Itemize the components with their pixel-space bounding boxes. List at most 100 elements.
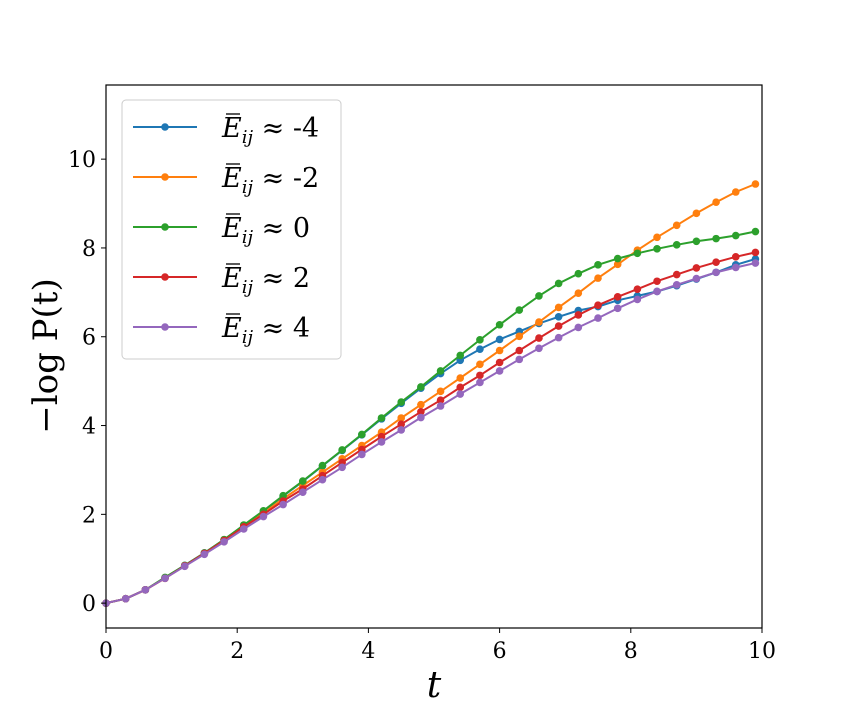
legend-marker <box>161 223 169 231</box>
data-point <box>554 303 563 312</box>
legend-label: Eij ≈ 2 <box>221 263 310 298</box>
data-point <box>495 346 504 355</box>
y-tick-label: 4 <box>82 415 96 440</box>
data-point <box>692 274 701 283</box>
plot-area <box>102 180 760 607</box>
data-point <box>239 525 248 533</box>
x-tick-label: 10 <box>748 639 776 664</box>
data-point <box>731 231 740 240</box>
data-point <box>712 268 720 277</box>
legend-label: Eij ≈ 4 <box>221 313 310 348</box>
data-point <box>338 446 346 454</box>
data-point <box>535 344 543 353</box>
data-point <box>358 430 366 439</box>
series-line <box>105 262 756 605</box>
data-point <box>515 355 524 364</box>
x-axis-label: t <box>427 665 442 706</box>
data-point <box>436 387 445 396</box>
data-point <box>338 463 346 472</box>
data-point <box>417 383 425 391</box>
data-point <box>653 287 661 296</box>
data-point <box>613 304 622 313</box>
legend-frame <box>121 99 342 360</box>
legend-entry: Eij ≈ -4 <box>133 113 319 148</box>
data-point <box>613 260 622 269</box>
series-4 <box>102 259 760 607</box>
data-point <box>495 358 504 367</box>
legend-label: Eij ≈ -2 <box>221 163 319 198</box>
legend-entry: Eij ≈ -2 <box>133 163 319 198</box>
data-point <box>692 237 701 246</box>
data-point <box>712 234 720 243</box>
data-point <box>161 574 169 583</box>
legend: Eij ≈ -4 Eij ≈ -2 Eij ≈ 0 Eij ≈ 2 Eij ≈ 4 <box>121 99 342 360</box>
data-point <box>318 475 327 484</box>
data-point <box>417 400 425 409</box>
data-point <box>397 426 406 434</box>
x-tick-label: 0 <box>99 639 113 664</box>
data-point <box>200 550 209 559</box>
data-point <box>653 245 661 253</box>
data-point <box>377 414 386 422</box>
axes-frame <box>105 84 763 629</box>
y-tick-label: 10 <box>68 148 96 173</box>
data-point <box>456 383 465 392</box>
legend-marker <box>161 323 169 331</box>
data-point <box>515 306 524 314</box>
x-tick-label: 6 <box>493 639 507 664</box>
data-point <box>692 264 701 272</box>
data-point <box>436 402 445 410</box>
data-point <box>476 378 484 387</box>
data-point <box>358 450 366 459</box>
data-point <box>436 396 445 405</box>
y-tick-label: 0 <box>82 592 96 617</box>
data-point <box>613 254 622 263</box>
data-point <box>672 241 681 249</box>
data-point <box>574 289 583 298</box>
y-axis-label: −log P(t) <box>26 278 66 433</box>
data-point <box>535 334 543 342</box>
legend-marker <box>161 273 169 281</box>
data-point <box>633 249 642 258</box>
y-tick-label: 6 <box>82 326 96 351</box>
data-point <box>456 351 465 360</box>
data-point <box>180 562 189 571</box>
data-point <box>712 258 720 266</box>
data-point <box>456 390 465 398</box>
data-point <box>653 233 661 242</box>
data-point <box>121 594 130 603</box>
data-point <box>574 311 583 319</box>
legend-entry: Eij ≈ 2 <box>133 263 310 298</box>
data-point <box>751 227 760 236</box>
data-point <box>495 367 504 375</box>
data-point <box>731 263 740 272</box>
data-point <box>594 261 602 269</box>
y-tick-label: 8 <box>82 237 96 262</box>
data-point <box>731 253 740 261</box>
data-point <box>377 432 386 441</box>
data-point <box>535 292 543 300</box>
legend-entry: Eij ≈ 0 <box>133 213 310 248</box>
data-point <box>397 420 406 429</box>
data-point <box>456 374 465 382</box>
data-point <box>220 538 228 546</box>
y-tick-label: 2 <box>82 503 96 528</box>
data-point <box>495 335 504 344</box>
data-point <box>436 367 445 375</box>
data-point <box>613 292 622 301</box>
data-point <box>299 488 307 496</box>
data-point <box>594 314 602 322</box>
legend-label: Eij ≈ 0 <box>221 213 310 248</box>
data-point <box>417 407 425 416</box>
data-point <box>397 414 406 422</box>
legend-entry: Eij ≈ 4 <box>133 313 310 348</box>
data-point <box>476 360 484 369</box>
data-point <box>751 180 760 188</box>
data-point <box>672 221 681 230</box>
data-point <box>417 413 425 422</box>
data-point <box>554 322 563 330</box>
data-point <box>672 270 681 279</box>
data-point <box>495 320 504 329</box>
data-point <box>476 371 484 380</box>
data-point <box>594 301 602 310</box>
